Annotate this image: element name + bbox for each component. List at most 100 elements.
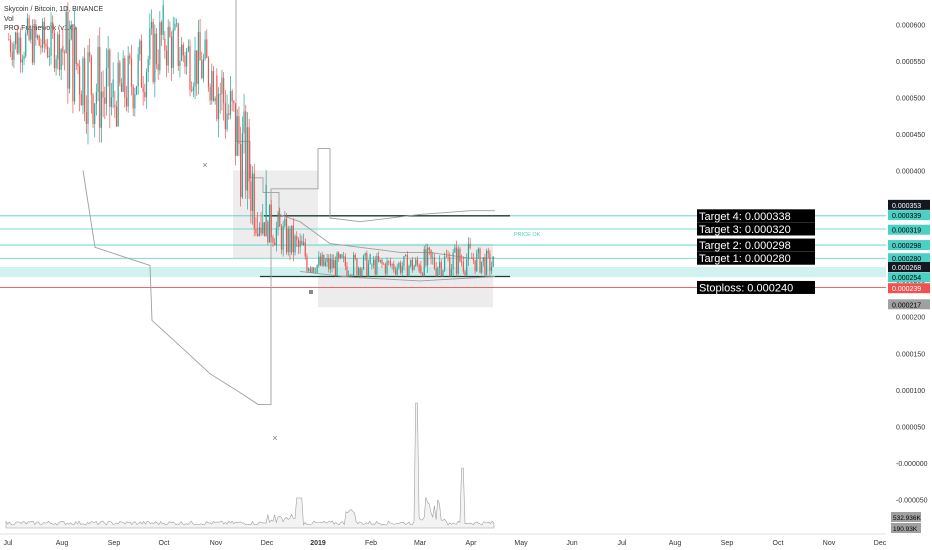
indicator-line xyxy=(82,148,495,405)
candle-body xyxy=(418,264,420,272)
candle-body xyxy=(77,63,79,67)
candle-body xyxy=(110,97,113,107)
candle-body xyxy=(25,33,27,57)
candle-body xyxy=(199,31,201,61)
x-tick-label: Jul xyxy=(618,540,627,547)
candle-body xyxy=(119,62,121,84)
candle-body xyxy=(354,255,356,259)
candle-body xyxy=(231,91,233,102)
candle-body xyxy=(318,256,320,266)
y-tick-label: 0.000400 xyxy=(896,169,925,176)
candle-body xyxy=(277,213,279,228)
price-badge xyxy=(888,283,930,294)
candle-body xyxy=(435,268,437,277)
candle-body xyxy=(139,40,141,55)
candle-body xyxy=(396,267,398,275)
candle-body xyxy=(437,267,439,277)
y-tick-label: 0.000100 xyxy=(896,388,925,395)
candle-body xyxy=(20,37,22,63)
candle-body xyxy=(112,79,114,98)
candle-body xyxy=(262,222,264,234)
candle-body xyxy=(47,46,49,58)
candle-body xyxy=(486,250,488,275)
candle-body xyxy=(464,271,466,276)
candle-body xyxy=(89,52,91,57)
candle-body xyxy=(427,247,429,266)
y-tick-label: 0.000200 xyxy=(896,315,925,322)
candle-body xyxy=(181,44,183,61)
candle-body xyxy=(31,28,34,63)
candle-body xyxy=(172,29,174,68)
candle-body xyxy=(60,49,62,70)
candle-body xyxy=(388,260,390,262)
y-tick-label: 0.000450 xyxy=(896,132,925,139)
candle-body xyxy=(8,38,10,40)
candle-body xyxy=(394,270,397,275)
candle-body xyxy=(14,32,17,45)
candle-body xyxy=(67,12,69,89)
x-tick-label: Jun xyxy=(566,540,577,547)
candle-body xyxy=(471,258,473,260)
candle-body xyxy=(217,94,220,120)
candle-body xyxy=(206,39,208,58)
candle-body xyxy=(253,173,255,229)
candle-body xyxy=(250,181,252,211)
candle-body xyxy=(134,94,136,109)
y-tick-label: -0.000050 xyxy=(896,497,928,504)
candle-body xyxy=(223,77,225,104)
candle-body xyxy=(248,127,250,182)
candle-body xyxy=(115,106,118,127)
candle-body xyxy=(214,98,216,101)
candle-body xyxy=(479,248,481,273)
candle-body xyxy=(408,266,410,277)
candle-body xyxy=(35,24,37,38)
candle-body xyxy=(36,35,39,38)
price-badge-text: 0.000353 xyxy=(892,203,921,210)
candle-body xyxy=(324,261,327,266)
candle-body xyxy=(341,254,343,258)
candle-body xyxy=(477,248,479,254)
candle-body xyxy=(425,249,427,266)
x-tick-label: Oct xyxy=(773,540,784,547)
candle-body xyxy=(449,256,451,277)
stoploss-label-bg xyxy=(697,280,815,294)
candle-body xyxy=(233,101,235,104)
candle-body xyxy=(196,50,198,84)
candle-body xyxy=(323,254,325,266)
candle-body xyxy=(265,184,267,237)
candle-body xyxy=(73,28,76,102)
candle-body xyxy=(212,71,215,101)
candle-body xyxy=(403,255,405,267)
candle-body xyxy=(321,254,323,266)
candle-body xyxy=(109,49,111,107)
target-2-label: Target 2: 0.000298 xyxy=(699,240,791,252)
candle-body xyxy=(211,71,213,101)
candle-body xyxy=(79,66,81,95)
candle-body xyxy=(192,86,194,91)
x-tick-label: Mar xyxy=(414,540,427,547)
candle-body xyxy=(391,264,393,266)
price-badge-text: 0.000280 xyxy=(892,256,921,263)
x-tick-label: Dec xyxy=(874,540,887,547)
candle-body xyxy=(184,55,186,67)
candle-body xyxy=(338,252,340,259)
price-badge-text: 0.000268 xyxy=(892,265,921,272)
candle-body xyxy=(285,218,288,253)
candle-body xyxy=(207,57,210,88)
candle-body xyxy=(301,240,303,245)
candle-body xyxy=(137,54,139,87)
candle-body xyxy=(182,44,184,56)
indicator-label: PRO Framework (v1.6) xyxy=(4,25,76,32)
candle-body xyxy=(474,260,476,271)
candle-body xyxy=(423,249,425,277)
candle-body xyxy=(189,46,191,90)
candle-body xyxy=(21,59,23,63)
candle-body xyxy=(361,269,363,277)
candle-body xyxy=(167,26,169,66)
candle-body xyxy=(297,239,300,247)
candle-body xyxy=(92,94,94,124)
candle-body xyxy=(177,23,179,67)
candle-body xyxy=(319,256,322,266)
candle-body xyxy=(430,249,432,258)
